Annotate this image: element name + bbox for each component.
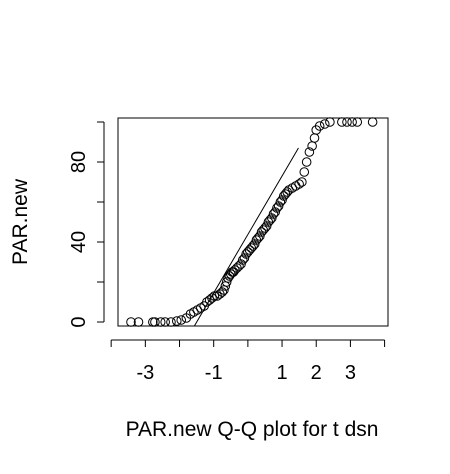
- y-tick-label: 0: [68, 316, 90, 327]
- data-point: [338, 118, 347, 127]
- data-point: [320, 120, 329, 129]
- y-axis: 0 40 80: [68, 122, 104, 328]
- data-point: [343, 118, 352, 127]
- data-point: [298, 178, 307, 187]
- x-tick-label: 1: [276, 362, 287, 384]
- data-point: [310, 134, 319, 143]
- data-point: [353, 118, 362, 127]
- y-axis-label: PAR.new: [9, 178, 32, 265]
- y-tick-label: 40: [68, 231, 90, 253]
- data-point: [149, 318, 158, 327]
- x-tick-label: -3: [136, 362, 154, 384]
- x-axis-label: PAR.new Q-Q plot for t dsn: [126, 418, 379, 441]
- x-tick-label: 2: [311, 362, 322, 384]
- x-axis: -3 -1 1 2 3: [111, 340, 384, 384]
- data-point: [300, 168, 309, 177]
- data-point: [302, 158, 311, 167]
- y-tick-label: 80: [68, 151, 90, 173]
- data-point: [167, 318, 176, 327]
- data-point: [368, 118, 377, 127]
- data-point: [348, 118, 357, 127]
- x-tick-label: -1: [205, 362, 223, 384]
- data-point: [326, 118, 335, 127]
- plot-frame: [118, 118, 388, 326]
- points-group: [127, 118, 377, 327]
- x-tick-label: 3: [345, 362, 356, 384]
